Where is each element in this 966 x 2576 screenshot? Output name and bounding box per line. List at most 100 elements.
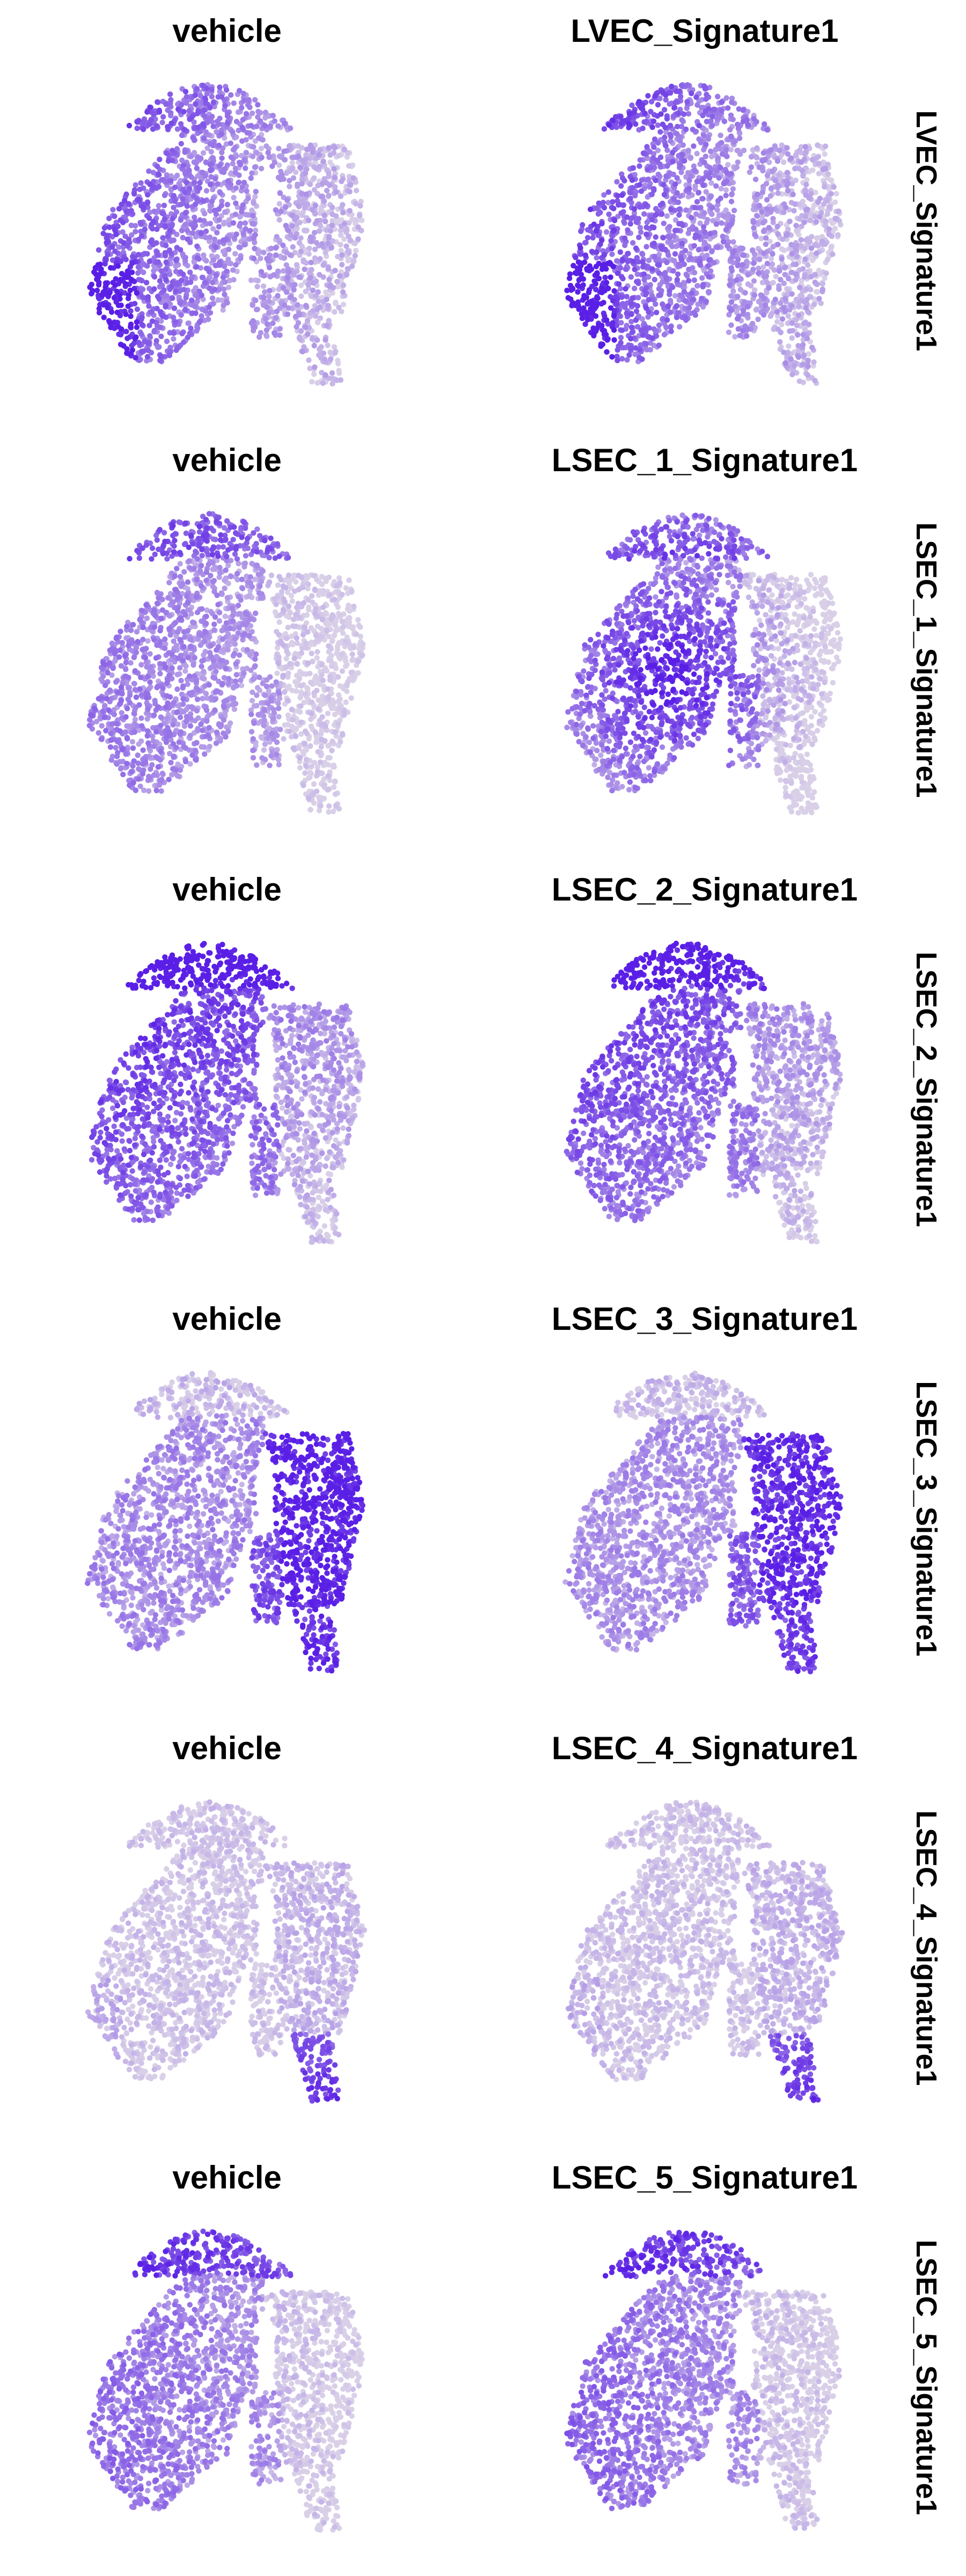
cell-point — [326, 266, 331, 271]
cell-point — [233, 231, 239, 237]
cell-point — [173, 289, 178, 294]
cell-point — [737, 333, 743, 338]
cell-point — [764, 181, 769, 186]
cell-point — [317, 147, 323, 152]
cell-point — [158, 354, 164, 359]
cell-point — [686, 178, 692, 183]
cell-point — [251, 200, 256, 206]
cell-point — [279, 172, 284, 178]
cell-point — [764, 206, 770, 211]
cell-point — [231, 100, 237, 106]
cell-point — [196, 109, 201, 114]
cell-point — [604, 229, 609, 235]
cell-point — [119, 326, 124, 332]
cell-point — [96, 247, 101, 253]
cell-point — [303, 192, 309, 197]
cell-point — [285, 311, 290, 317]
cell-point — [763, 303, 768, 308]
cell-point — [340, 289, 346, 295]
cell-point — [213, 245, 218, 250]
cell-point — [663, 276, 669, 281]
cell-point — [252, 232, 258, 238]
cell-point — [664, 163, 670, 169]
cell-point — [238, 255, 243, 261]
cell-point — [313, 313, 318, 319]
cell-point — [309, 267, 314, 272]
cell-point — [760, 220, 766, 225]
cell-point — [232, 251, 238, 257]
cell-point — [113, 282, 118, 288]
cell-point — [251, 325, 256, 330]
cell-point — [156, 172, 162, 177]
cell-point — [826, 204, 832, 209]
cell-point — [108, 325, 113, 330]
cell-point — [118, 332, 123, 337]
cell-point — [751, 260, 756, 266]
cell-point — [729, 299, 734, 305]
cell-point — [323, 337, 328, 342]
cell-point — [772, 143, 778, 149]
cell-point — [750, 321, 755, 326]
cell-point — [708, 180, 714, 186]
cell-point — [308, 275, 313, 280]
cell-point — [156, 184, 162, 189]
cell-point — [121, 240, 126, 245]
cell-point — [128, 308, 133, 313]
cell-point — [201, 150, 206, 156]
cell-point — [287, 184, 292, 189]
cell-point — [789, 320, 795, 326]
cell-point — [178, 121, 184, 127]
cell-point — [165, 234, 170, 239]
cell-point — [645, 219, 650, 225]
cell-point — [147, 121, 152, 127]
cell-point — [240, 117, 245, 122]
cell-point — [160, 235, 165, 240]
cell-point — [295, 302, 300, 308]
cell-point — [217, 84, 222, 90]
cell-point — [320, 380, 326, 386]
cell-point — [824, 198, 830, 203]
cell-point — [302, 228, 308, 233]
cell-point — [183, 295, 188, 301]
cell-point — [797, 148, 802, 153]
cell-point — [718, 186, 723, 191]
cell-point — [757, 203, 762, 208]
cell-point — [123, 209, 129, 214]
cell-point — [203, 229, 209, 234]
cell-point — [204, 86, 209, 91]
cell-point — [709, 211, 714, 217]
cell-point — [217, 116, 222, 121]
cell-point — [282, 157, 288, 162]
cell-point — [194, 264, 199, 269]
cell-point — [136, 265, 141, 270]
cell-point — [97, 306, 102, 311]
cell-point — [194, 86, 200, 91]
cell-point — [782, 360, 788, 365]
cell-point — [312, 230, 317, 235]
cell-point — [248, 277, 254, 283]
cell-point — [258, 118, 263, 123]
cell-point — [125, 335, 130, 341]
cell-point — [262, 289, 267, 295]
cell-point — [193, 160, 199, 166]
cell-point — [730, 186, 736, 192]
cell-point — [244, 188, 249, 194]
cell-point — [187, 186, 192, 191]
cell-point — [265, 321, 270, 327]
cell-point — [785, 181, 791, 186]
cell-point — [187, 116, 192, 122]
cell-point — [181, 340, 186, 345]
cell-point — [294, 324, 299, 330]
cell-point — [328, 228, 333, 233]
cell-point — [255, 278, 260, 283]
cell-point — [711, 107, 716, 112]
cell-point — [308, 260, 313, 265]
cell-point — [277, 201, 282, 207]
cell-point — [756, 270, 761, 276]
cell-point — [156, 203, 162, 208]
cell-point — [628, 274, 634, 280]
cell-point — [753, 307, 759, 312]
cell-point — [750, 267, 756, 272]
cell-point — [185, 228, 190, 233]
cell-point — [791, 208, 796, 214]
